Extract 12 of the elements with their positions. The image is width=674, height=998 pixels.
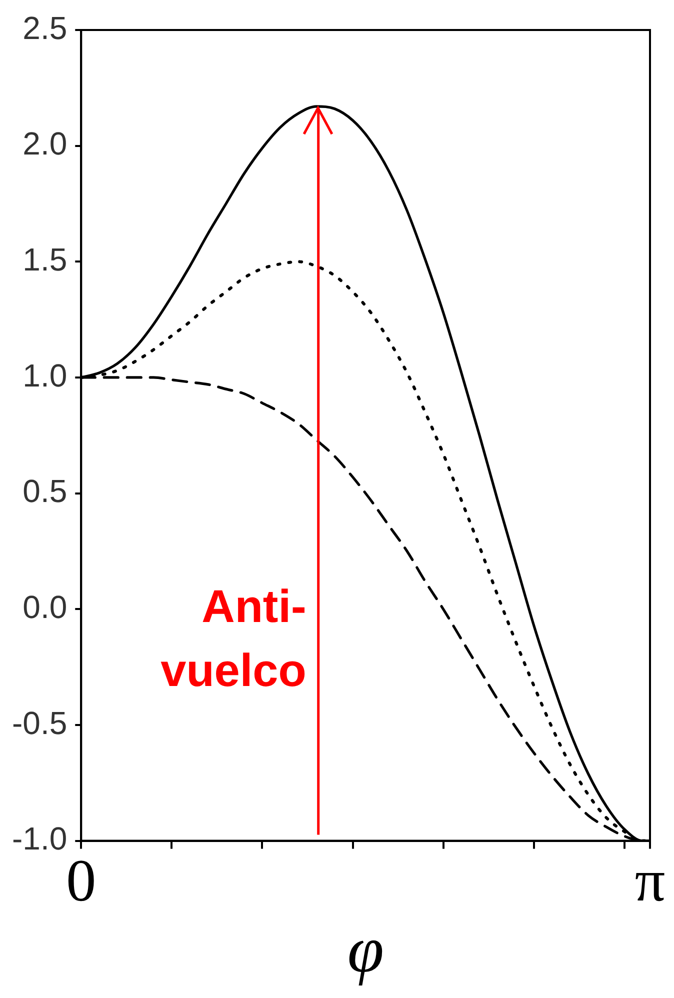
x-tick-label: π — [634, 848, 666, 914]
ref-line-label: Anti-vuelco — [160, 580, 306, 696]
x-axis-title: φ — [347, 914, 384, 987]
y-tick-label: 2.5 — [22, 10, 68, 46]
y-tick-label: 0.5 — [22, 473, 68, 510]
x-tick-label: 0 — [66, 848, 96, 914]
y-tick-label: -0.5 — [12, 704, 68, 741]
y-tick-label: 2.0 — [22, 126, 68, 162]
y-tick-label: 1.5 — [22, 241, 68, 278]
y-tick-label: 1.0 — [22, 357, 68, 394]
y-tick-label: 0.0 — [22, 588, 68, 625]
y-tick-label: -1.0 — [12, 820, 68, 857]
